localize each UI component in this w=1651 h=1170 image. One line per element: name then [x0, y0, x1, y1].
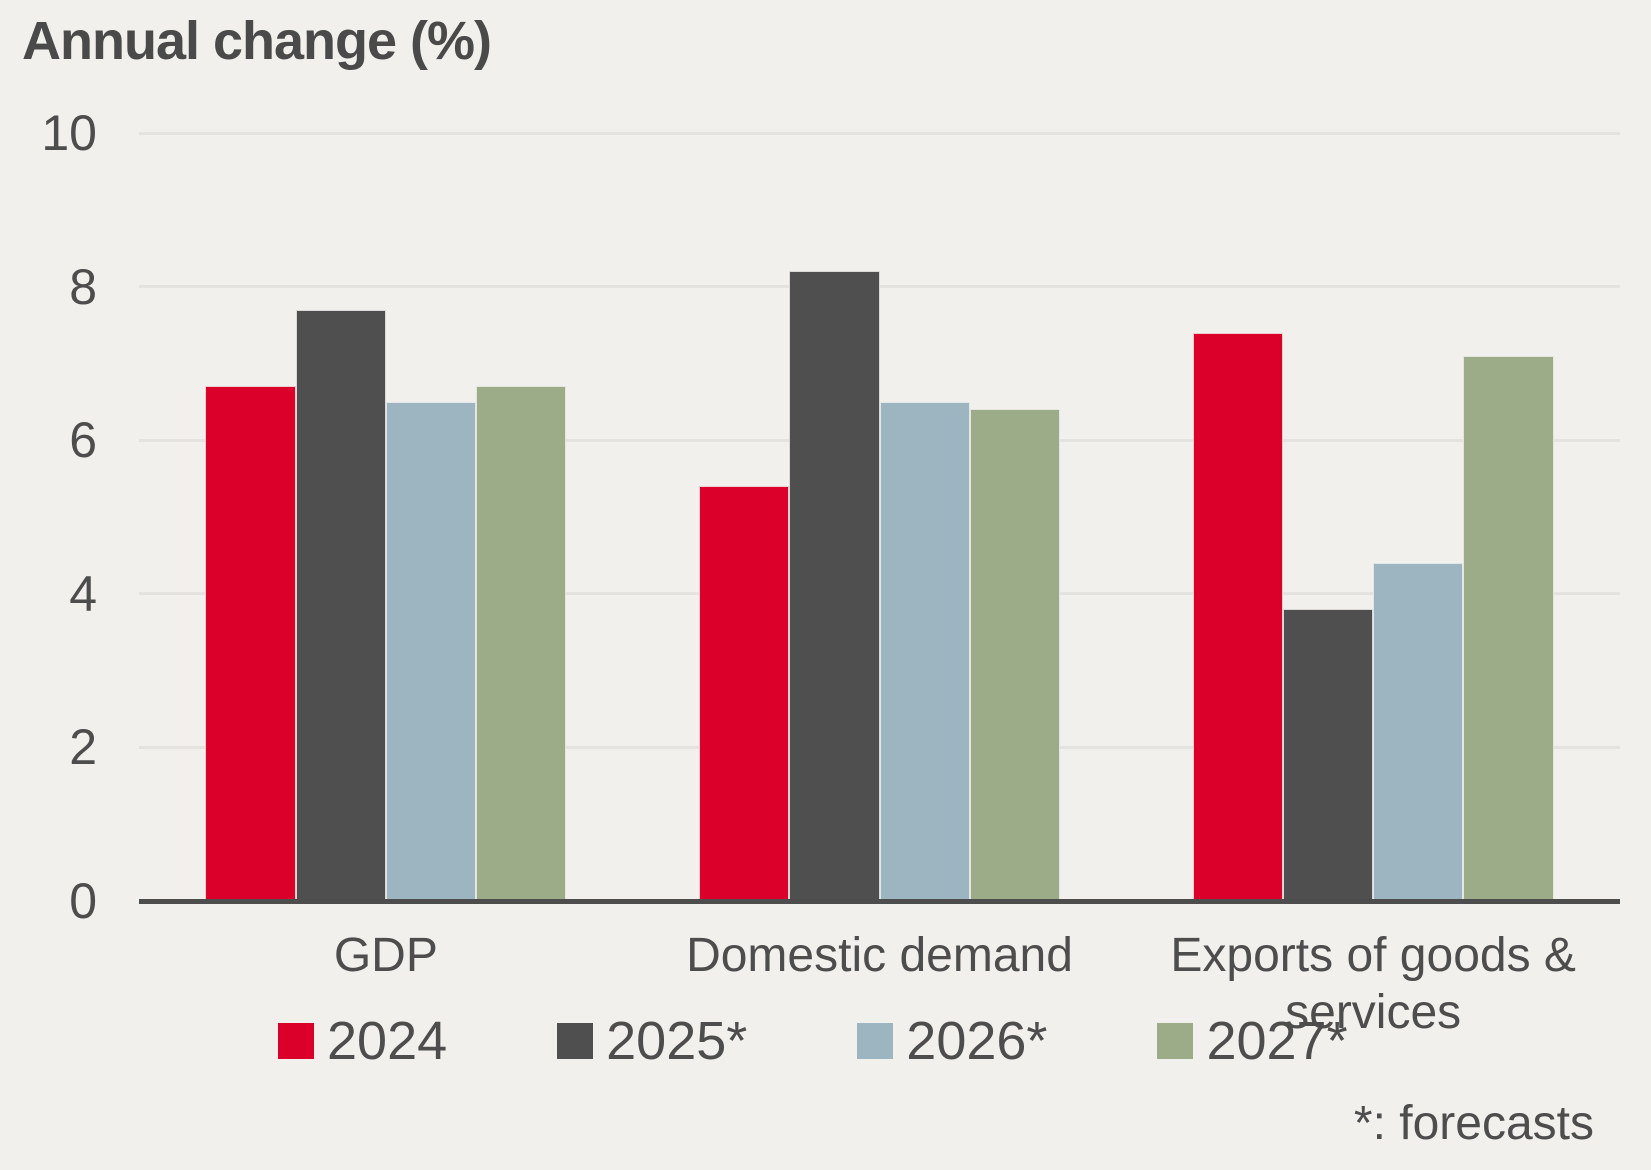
- legend-swatch-icon-2027: [1157, 1023, 1194, 1059]
- y-tick-label-10: 10: [41, 105, 97, 161]
- x-category-label-domestic-demand: Domestic demand: [686, 929, 1073, 982]
- legend-label-2027: 2027*: [1206, 1011, 1348, 1071]
- bar-2026-exports-of-goods-services: [1373, 563, 1464, 901]
- x-category-label-exports-of-goods-services: Exports of goods & services: [1170, 929, 1576, 1039]
- legend-label-2024: 2024: [327, 1011, 448, 1071]
- legend-item-2026: 2026*: [857, 1014, 1047, 1068]
- legend-label-2026: 2026*: [906, 1011, 1048, 1071]
- legend-swatch-icon-2026: [857, 1023, 894, 1059]
- bar-2026-domestic-demand: [879, 401, 970, 901]
- chart-title: Annual change (%): [22, 11, 492, 71]
- bar-2025-exports-of-goods-services: [1282, 609, 1374, 901]
- y-tick-label-8: 8: [69, 258, 97, 315]
- bar-2024-gdp: [205, 386, 296, 901]
- y-tick-label-0: 0: [69, 873, 97, 929]
- bar-2024-domestic-demand: [699, 486, 790, 901]
- legend-swatch-icon-2024: [278, 1023, 314, 1059]
- bar-2027-domestic-demand: [969, 409, 1060, 901]
- legend-swatch-icon-2025: [557, 1023, 594, 1059]
- bar-2027-exports-of-goods-services: [1463, 355, 1554, 901]
- footnote: *: forecasts: [1353, 1097, 1594, 1150]
- x-axis-line: [139, 899, 1620, 904]
- bar-2025-gdp: [295, 309, 386, 901]
- bar-2024-exports-of-goods-services: [1192, 332, 1283, 901]
- y-tick-label-2: 2: [69, 719, 97, 776]
- bar-2025-domestic-demand: [789, 271, 880, 901]
- legend-label-2025: 2025*: [606, 1011, 748, 1071]
- y-tick-label-4: 4: [69, 565, 97, 622]
- gridline-10: [139, 131, 1620, 135]
- bar-2026-gdp: [385, 401, 477, 901]
- legend-item-2025: 2025*: [557, 1014, 747, 1068]
- legend-item-2024: 2024: [278, 1014, 447, 1068]
- y-tick-label-6: 6: [69, 412, 97, 469]
- x-category-label-gdp: GDP: [333, 929, 438, 982]
- bar-2027-gdp: [476, 386, 567, 901]
- legend: 2024 2025* 2026* 2027*: [278, 1014, 1348, 1068]
- legend-item-2027: 2027*: [1157, 1011, 1348, 1071]
- gridline-8: [139, 285, 1620, 289]
